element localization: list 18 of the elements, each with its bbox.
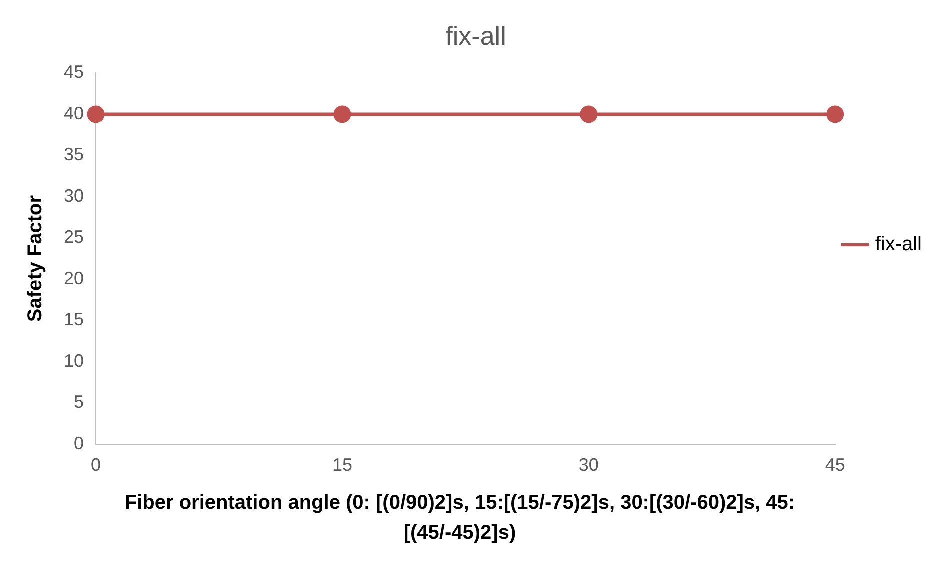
- x-tick-label: 45: [825, 455, 846, 476]
- legend-label: fix-all: [875, 234, 922, 256]
- x-tick-label: 30: [578, 455, 599, 476]
- y-tick-label: 0: [74, 433, 84, 454]
- x-tick-label: 0: [91, 455, 102, 476]
- y-tick-label: 45: [64, 62, 84, 82]
- y-tick-label: 40: [64, 103, 84, 124]
- y-axis-title: Safety Factor: [24, 195, 47, 322]
- x-axis-title: Fiber orientation angle (0: [(0/90)2]s, 15:[(15/-75)2]s, 30:[(30/-60)2]s, 45:[(45/-45)2]s): [124, 491, 796, 546]
- y-tick-label: 20: [64, 268, 84, 288]
- x-tick-label: 15: [332, 455, 352, 476]
- y-tick-label: 30: [64, 186, 84, 206]
- y-tick-label: 35: [64, 144, 84, 165]
- y-tick-label: 5: [74, 392, 84, 412]
- chart-title: fix-all: [446, 20, 506, 51]
- y-tick-label: 25: [64, 227, 84, 248]
- y-tick-label: 15: [64, 310, 84, 330]
- y-tick-label: 10: [64, 350, 84, 371]
